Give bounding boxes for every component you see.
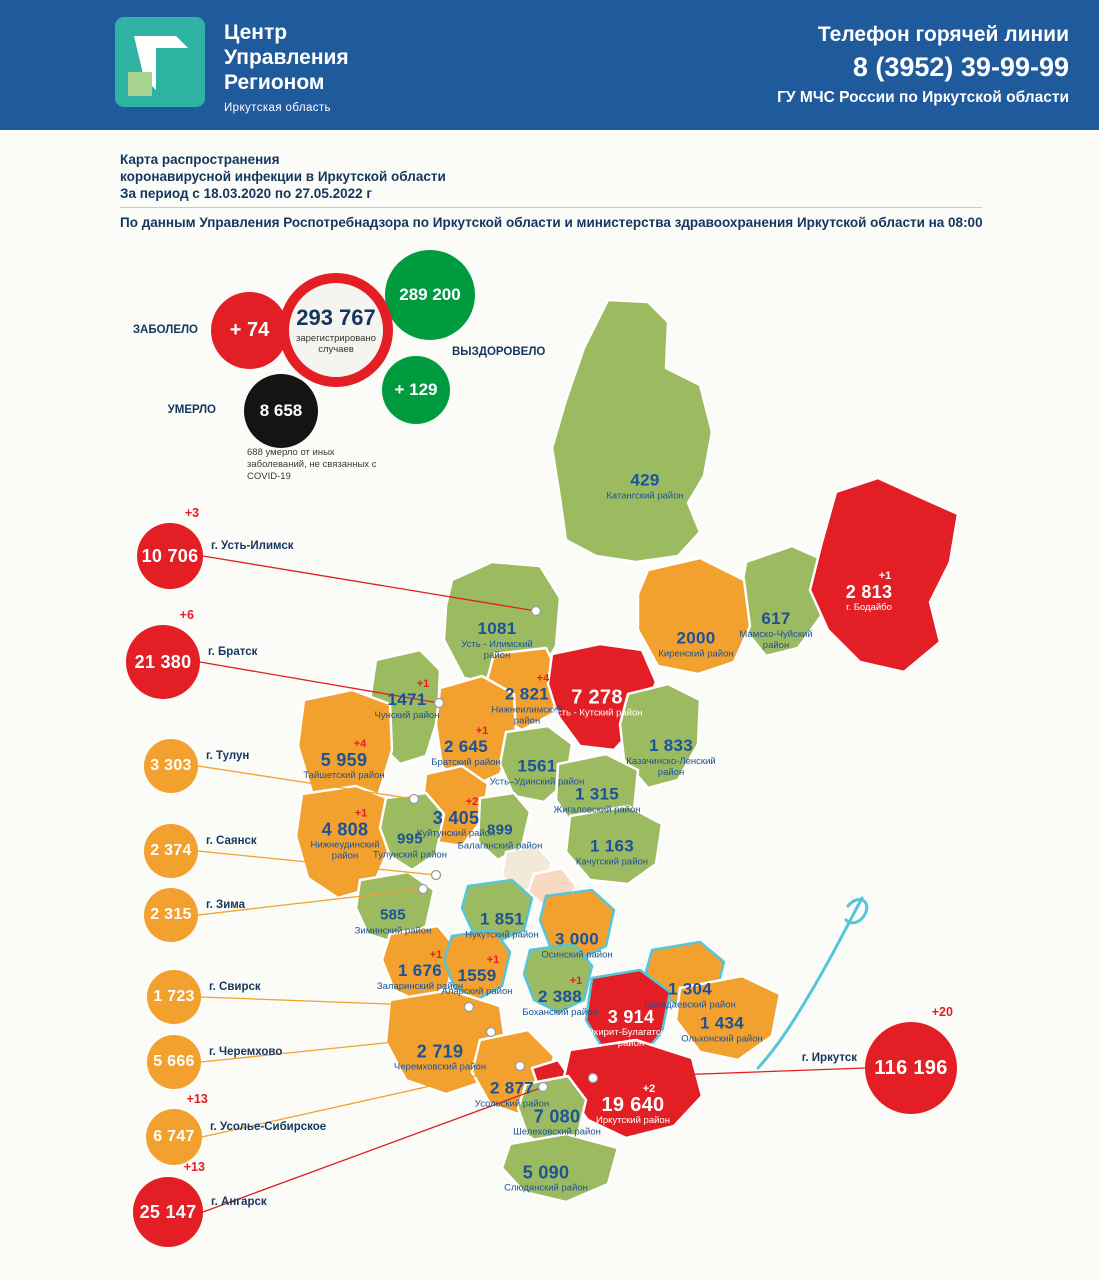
hotline-org: ГУ МЧС России по Иркутской области — [777, 89, 1069, 106]
header-bar: Центр Управления Регионом Иркутская обла… — [0, 0, 1099, 130]
region-shape-kirensky — [636, 556, 752, 676]
title-line-2: коронавирусной инфекции в Иркутской обла… — [120, 169, 446, 184]
registered-value: 293 767 — [296, 305, 376, 330]
divider — [120, 207, 982, 208]
recovered-delta-circle: + 129 — [382, 356, 450, 424]
died-circle: 8 658 — [244, 374, 318, 448]
recovered-label: ВЫЗДОРОВЕЛО — [452, 346, 546, 358]
callout-line-angarsk-city — [202, 1086, 544, 1213]
callout-line-tulun-city — [197, 765, 415, 800]
city-marker-tulun-city — [408, 793, 420, 805]
region-shape-nukutsky — [460, 878, 534, 944]
callout-line-cheremkhovo-city — [200, 1031, 492, 1063]
page-title: Карта распространения коронавирусной инф… — [120, 151, 446, 202]
recovered-circle: 289 200 — [385, 250, 475, 340]
cur-logo-icon — [114, 16, 206, 108]
registered-circle: 293 767 зарегистрировано случаев — [279, 273, 393, 387]
region-shape-katangsky — [550, 298, 714, 564]
callout-line-ust-ilimsk-city — [202, 555, 537, 612]
city-marker-svirsk-city — [463, 1001, 475, 1013]
city-marker-irkutsk-city — [587, 1072, 599, 1084]
callout-line-zima-city — [197, 888, 424, 916]
title-line-1: Карта распространения — [120, 152, 280, 167]
brand-line-1: Центр — [224, 21, 288, 44]
brand-subtitle: Иркутская область — [224, 102, 331, 114]
city-marker-cheremkhovo-city — [485, 1026, 497, 1038]
died-note: 688 умерло от иных заболеваний, не связа… — [247, 447, 377, 482]
region-shape-olkhonsky — [674, 974, 782, 1062]
region-shape-bokhansky — [522, 942, 594, 1014]
callout-line-irkutsk-city — [592, 1067, 866, 1079]
city-marker-ust-ilimsk-city — [530, 605, 542, 617]
city-marker-zima-city — [417, 883, 429, 895]
brand-text: Центр Управления Регионом Иркутская обла… — [224, 16, 349, 114]
region-shape-bodaibo — [808, 476, 960, 674]
region-shape-ust-udinsky — [498, 724, 574, 804]
region-shape-osinsky — [538, 888, 616, 962]
sick-delta-circle: + 74 — [211, 292, 288, 369]
brand: Центр Управления Регионом Иркутская обла… — [114, 16, 349, 114]
city-marker-angarsk-city — [537, 1081, 549, 1093]
hotline-title: Телефон горячей линии — [817, 23, 1069, 46]
region-shape-kachugsky — [564, 804, 664, 886]
registered-caption: зарегистрировано случаев — [296, 333, 376, 355]
brand-line-3: Регионом — [224, 71, 325, 94]
brand-line-2: Управления — [224, 46, 349, 69]
city-marker-usolye-city — [514, 1060, 526, 1072]
title-line-3: За период с 18.03.2020 по 27.05.2022 г — [120, 186, 372, 201]
region-shape-balagansky — [476, 791, 532, 862]
sick-label: ЗАБОЛЕЛО — [132, 324, 198, 336]
region-shape-alarsky — [442, 928, 512, 1002]
hotline-phone: 8 (3952) 39-99-99 — [852, 52, 1069, 82]
city-marker-bratsk-city — [433, 697, 445, 709]
callout-line-sayansk-city — [197, 850, 437, 876]
region-shape-irkutsky — [560, 1038, 704, 1140]
callout-line-svirsk-city — [200, 996, 470, 1008]
callout-line-bratsk-city — [199, 661, 440, 704]
region-shape-tulunsky — [378, 791, 446, 872]
region-shape-kazachinsko-lensky — [618, 682, 702, 790]
city-marker-sayansk-city — [430, 869, 442, 881]
baikal-shoreline — [756, 896, 864, 1070]
region-shape-slyudyansky — [500, 1132, 620, 1204]
callout-line-usolye-city — [201, 1065, 521, 1138]
died-label: УМЕРЛО — [167, 404, 216, 416]
hotline-block: Телефон горячей линии 8 (3952) 39-99-99 … — [777, 23, 1069, 107]
region-shape-bratsky — [434, 674, 518, 792]
data-source-line: По данным Управления Роспотребнадзора по… — [120, 215, 983, 230]
baikal-hook — [844, 897, 869, 925]
